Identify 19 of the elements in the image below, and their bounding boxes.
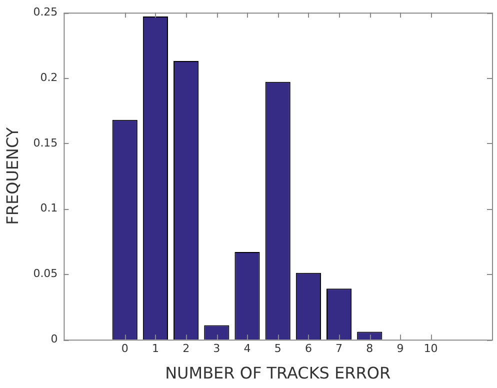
x-tick-label: 9 bbox=[396, 342, 404, 356]
y-tick-label: 0.05 bbox=[33, 267, 58, 280]
x-tick-label: 5 bbox=[274, 342, 282, 356]
x-tick-label: 7 bbox=[336, 342, 343, 356]
y-axis-title: FREQUENCY bbox=[2, 127, 22, 225]
y-tick-label: 0.2 bbox=[40, 70, 58, 84]
x-axis-title: NUMBER OF TRACKS ERROR bbox=[165, 364, 391, 383]
x-tick-label: 10 bbox=[424, 342, 438, 356]
x-tick-label: 1 bbox=[152, 342, 159, 356]
x-tick-label: 4 bbox=[244, 342, 251, 356]
x-tick-label: 0 bbox=[121, 342, 128, 356]
x-tick-label: 3 bbox=[213, 342, 220, 356]
y-tick-label: 0 bbox=[50, 332, 58, 346]
y-tick-label: 0.15 bbox=[33, 136, 58, 150]
y-tick-label: 0.25 bbox=[33, 5, 58, 18]
x-tick-label: 6 bbox=[304, 342, 312, 356]
x-tick-label: 8 bbox=[366, 342, 374, 356]
y-tick-label: 0.1 bbox=[40, 202, 58, 215]
x-tick-label: 2 bbox=[182, 342, 190, 356]
